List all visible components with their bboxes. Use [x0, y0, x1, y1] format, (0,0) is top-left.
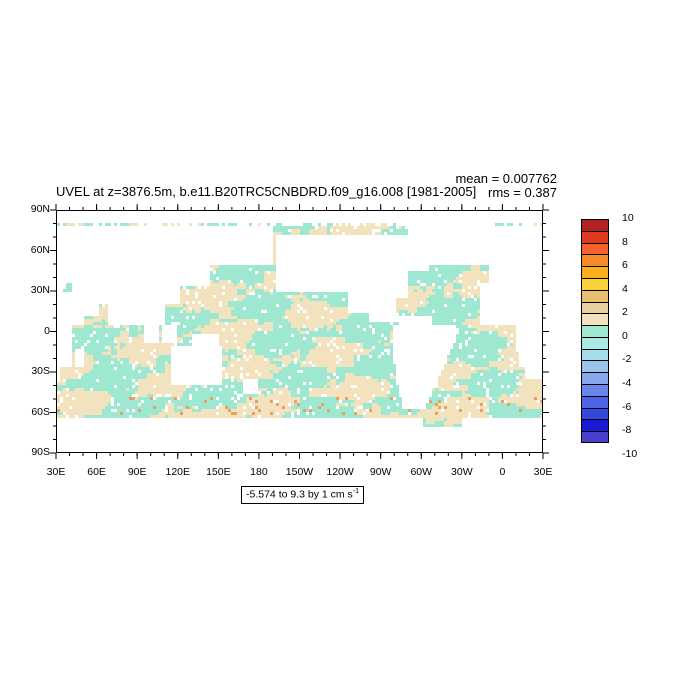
lon-label: 60E [87, 466, 106, 478]
lon-label: 120E [165, 466, 191, 478]
lat-label: 60S [31, 405, 50, 418]
colorbar-cell [581, 254, 609, 267]
lon-label: 0 [499, 466, 506, 478]
colorbar-cell [581, 219, 609, 231]
colorbar-cell [581, 360, 609, 373]
colorbar-label: -2 [622, 353, 632, 366]
plot-title: UVEL at z=3876.5m, b.e11.B20TRC5CNBDRD.f… [56, 184, 477, 199]
mean-stat: mean = 0.007762 [455, 171, 557, 186]
colorbar-label: 6 [622, 259, 628, 272]
lon-label: 120W [326, 466, 354, 478]
lon-label: 60W [410, 466, 433, 478]
colorbar-label: 2 [622, 306, 628, 319]
colorbar-cell [581, 242, 609, 255]
lon-label: 90E [127, 466, 147, 478]
contour-range-label: -5.574 to 9.3 by 1 cm s-1 [241, 486, 365, 504]
colorbar-cell [581, 372, 609, 385]
colorbar-cell [581, 384, 609, 396]
colorbar-cell [581, 419, 609, 432]
colorbar-cell [581, 289, 609, 302]
colorbar-cell [581, 348, 609, 361]
colorbar-cell [581, 407, 609, 420]
lat-label: 30N [30, 284, 50, 296]
lat-label: 90S [31, 446, 50, 458]
lon-label: 150W [285, 466, 314, 478]
colorbar-cell [581, 395, 609, 408]
lat-label: 30S [31, 365, 50, 377]
lon-label: 90W [369, 466, 392, 478]
colorbar-label: 8 [622, 235, 628, 248]
lon-label: 30E [46, 466, 66, 478]
colorbar-cell [581, 266, 609, 278]
lat-label: 0 [44, 324, 50, 337]
lat-label: 90N [30, 203, 50, 215]
colorbar-label: -10 [622, 447, 638, 460]
colorbar-label: 10 [622, 212, 634, 224]
colorbar-label: -4 [622, 377, 632, 390]
map-panel [56, 210, 543, 453]
ocean-velocity-map [57, 223, 542, 427]
lon-label: 180 [250, 466, 268, 478]
rms-stat: rms = 0.387 [487, 185, 557, 200]
lon-label: 30W [451, 466, 473, 478]
colorbar-label: 4 [622, 282, 628, 295]
colorbar [581, 219, 609, 443]
colorbar-label: -8 [622, 424, 632, 437]
colorbar-cell [581, 431, 609, 443]
colorbar-cell [581, 336, 609, 349]
lon-label: 30E [533, 466, 553, 478]
colorbar-label: 0 [622, 329, 628, 342]
colorbar-cell [581, 313, 609, 326]
lon-label: 150E [206, 466, 231, 478]
lat-label: 60N [30, 243, 50, 256]
colorbar-cell [581, 301, 609, 314]
velocity-field [57, 223, 542, 427]
colorbar-cell [581, 230, 609, 243]
colorbar-cell [581, 277, 609, 290]
colorbar-label: -6 [622, 400, 632, 413]
colorbar-cell [581, 325, 609, 337]
